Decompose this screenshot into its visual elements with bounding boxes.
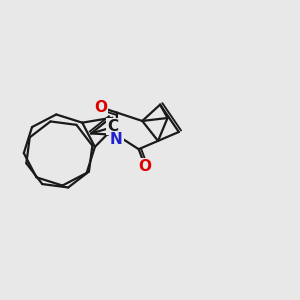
Text: N: N bbox=[110, 128, 123, 142]
Text: S: S bbox=[110, 119, 121, 134]
Text: C: C bbox=[107, 119, 118, 134]
Text: O: O bbox=[94, 100, 107, 115]
Text: N: N bbox=[110, 132, 123, 147]
Text: O: O bbox=[139, 159, 152, 174]
